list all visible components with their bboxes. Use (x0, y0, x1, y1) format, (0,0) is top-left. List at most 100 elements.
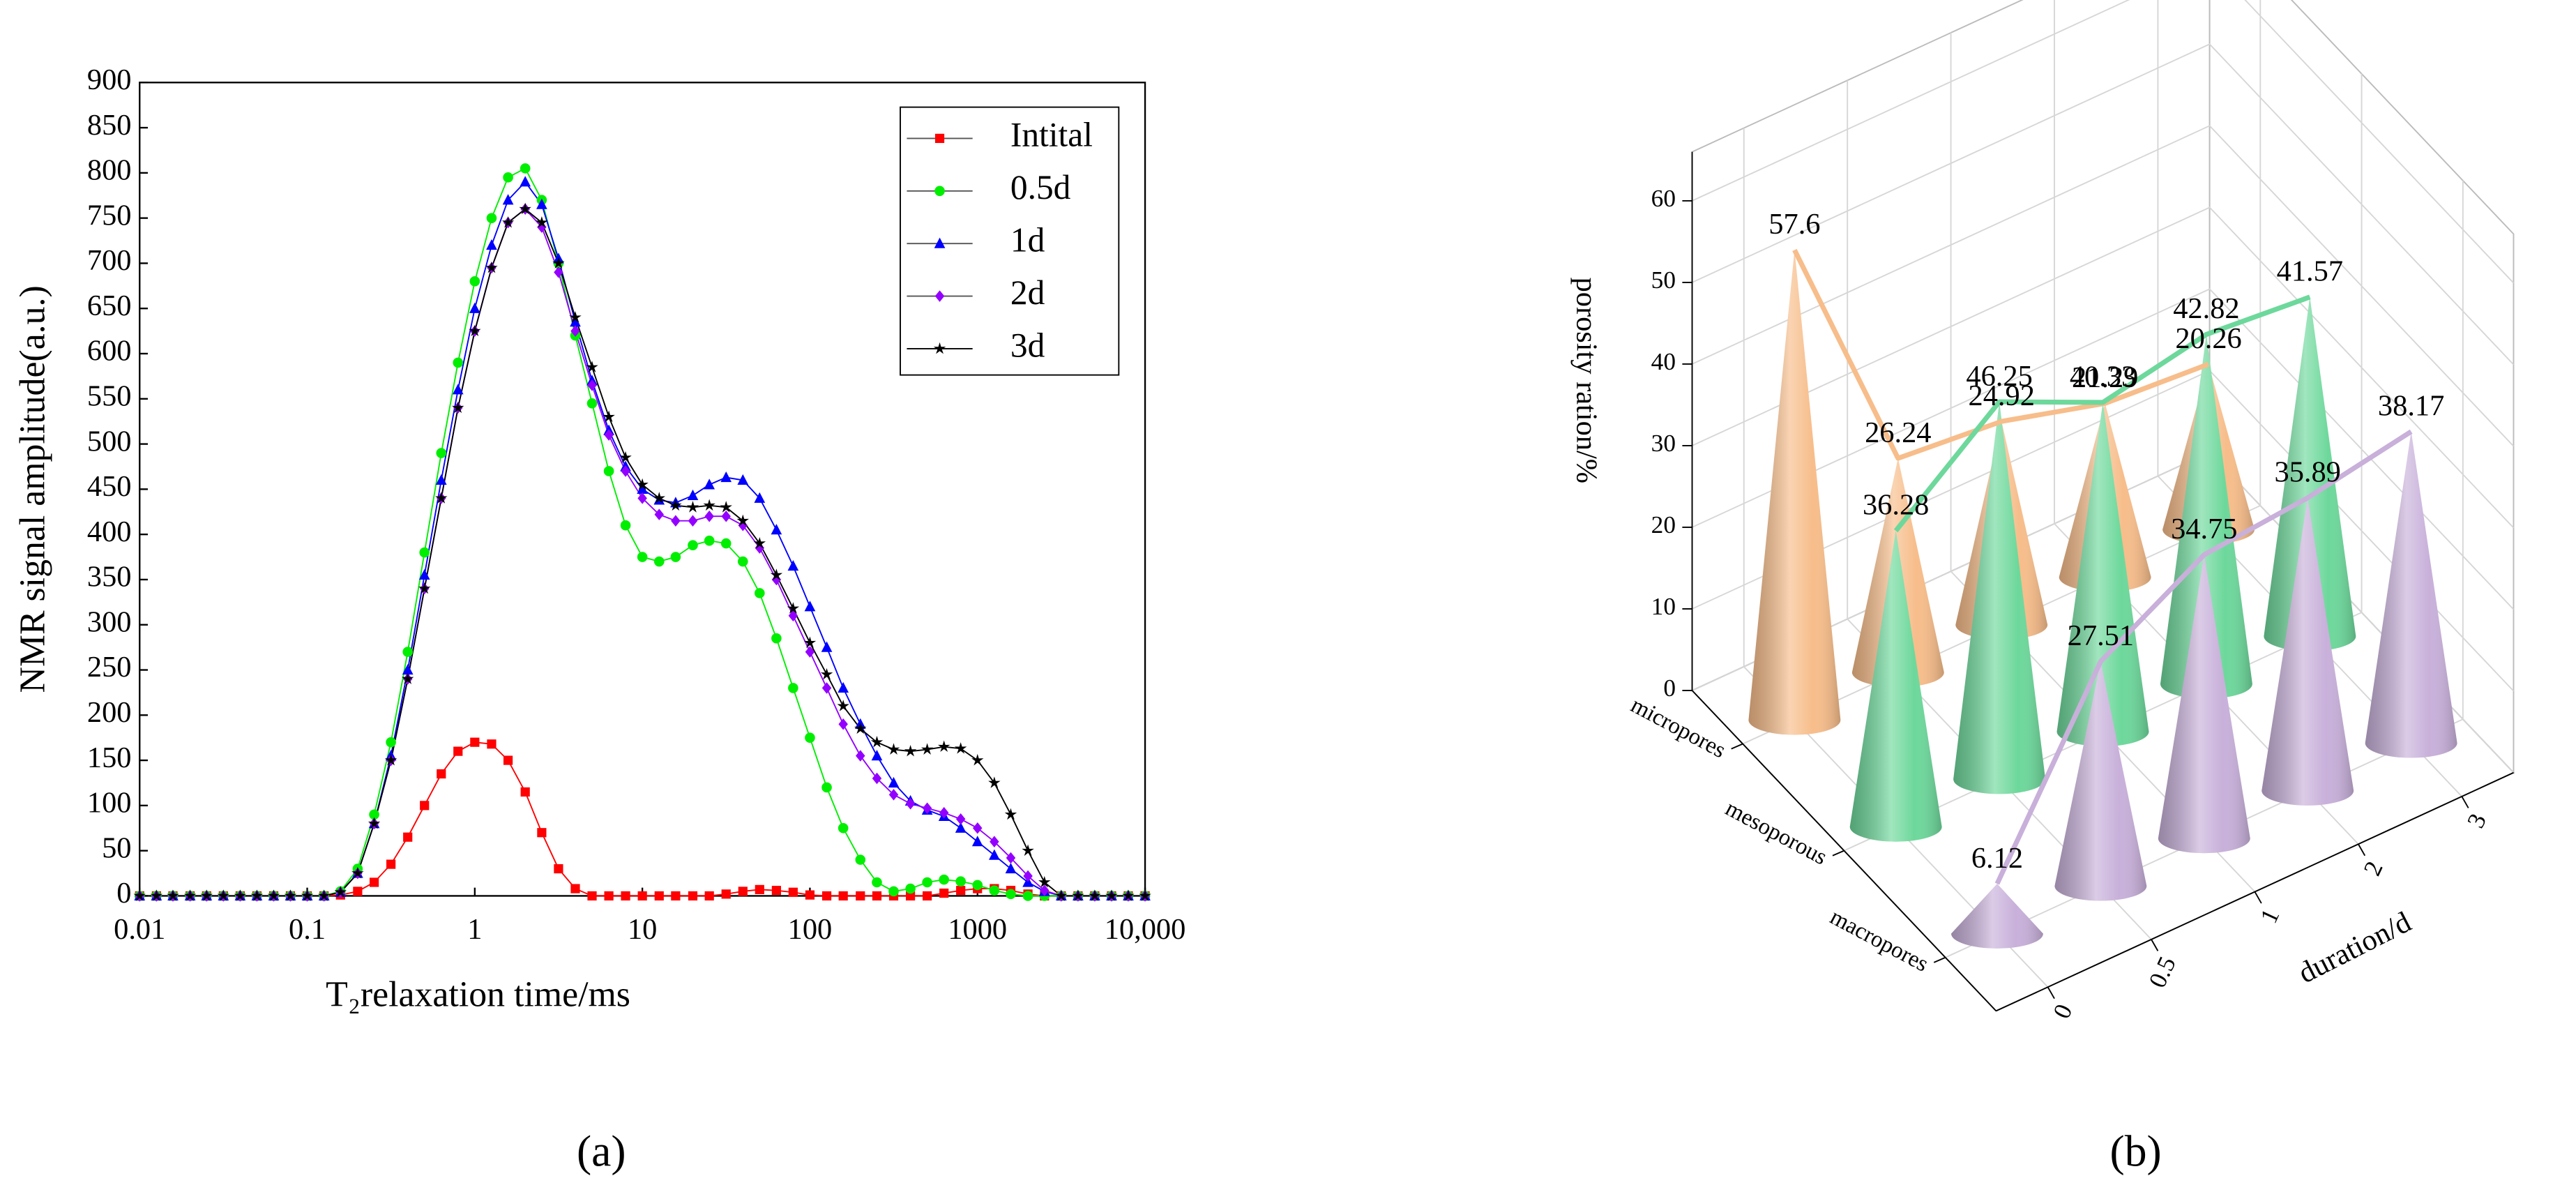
cone-shade (1950, 884, 2043, 949)
data-point (821, 641, 833, 652)
data-point (920, 743, 934, 755)
data-point (820, 667, 833, 680)
data-point (569, 311, 582, 323)
data-point (720, 471, 732, 483)
value-label: 36.28 (1863, 489, 1929, 522)
data-point (436, 448, 447, 458)
data-point (805, 646, 815, 658)
series-line (1792, 248, 2210, 461)
data-point (554, 863, 563, 874)
value-label: 34.75 (2171, 513, 2237, 545)
data-point (1122, 889, 1135, 901)
x-tick-label: 10 (628, 913, 657, 946)
data-point (788, 887, 798, 897)
data-point (653, 556, 665, 567)
series-line (139, 741, 1146, 897)
data-point (586, 398, 598, 409)
x-tick-label: 0.1 (289, 913, 326, 946)
data-point (720, 538, 732, 549)
data-point (519, 202, 531, 215)
cone-shade (1748, 250, 1841, 735)
data-point (905, 883, 916, 894)
data-point (384, 753, 397, 766)
data-point (402, 647, 414, 657)
cone-shade (2056, 402, 2149, 747)
data-point (654, 508, 664, 520)
data-point (787, 559, 799, 571)
data-point (686, 501, 699, 513)
data-point (955, 813, 966, 825)
data-point (167, 889, 179, 901)
data-point (856, 750, 865, 762)
legend-label: 0.5d (1010, 168, 1071, 206)
data-point (637, 891, 647, 901)
legend-marker (934, 237, 946, 248)
data-point (469, 276, 480, 287)
x-tick-label: 10,000 (1105, 913, 1186, 946)
data-point (989, 885, 1000, 896)
series-line (1994, 429, 2413, 885)
legend-marker (934, 133, 945, 143)
data-point (888, 886, 899, 897)
data-point (737, 474, 749, 485)
y-tick (1933, 956, 1946, 963)
data-point (1040, 884, 1050, 896)
x-axis-label: duration/d (2293, 905, 2416, 990)
data-point (956, 886, 966, 896)
value-label: 40.33 (2070, 361, 2136, 393)
z-tick-label: 60 (1651, 185, 1676, 212)
group-axis (1691, 690, 1997, 1012)
cone-shade (2160, 334, 2252, 699)
data-point (587, 379, 597, 391)
data-point (754, 492, 766, 503)
data-point (1022, 891, 1033, 901)
data-point (821, 891, 832, 901)
y-tick-label: 500 (87, 425, 132, 458)
data-point (603, 466, 614, 476)
data-point (419, 547, 430, 558)
data-point (470, 737, 480, 747)
value-label: 46.25 (1966, 360, 2032, 393)
panel-label: (b) (2110, 1126, 2162, 1175)
data-point (503, 172, 513, 183)
data-point (1089, 889, 1101, 901)
y-tick-label: 300 (87, 605, 132, 638)
data-point (821, 782, 832, 793)
data-point (150, 889, 163, 901)
data-point (1023, 870, 1033, 882)
data-point (671, 515, 681, 527)
value-label: 42.82 (2173, 292, 2239, 325)
data-point (923, 891, 932, 901)
data-point (554, 266, 563, 278)
x-tick-label: 0 (2048, 1000, 2078, 1023)
data-point (922, 802, 932, 815)
x-axis-label: T₂relaxation time/ms (326, 974, 630, 1014)
data-point (604, 891, 614, 901)
value-label: 6.12 (1971, 842, 2023, 875)
x-tick-label: 100 (788, 913, 833, 946)
cone-shade (1849, 530, 1942, 842)
data-point (736, 514, 750, 527)
data-point (552, 257, 565, 269)
data-point (469, 324, 481, 337)
data-point (1022, 876, 1033, 887)
data-point (821, 682, 832, 694)
data-point (301, 889, 314, 901)
data-point (654, 891, 664, 901)
data-point (401, 672, 414, 684)
data-point (1006, 889, 1016, 900)
data-point (704, 891, 714, 901)
data-point (183, 889, 197, 901)
data-point (587, 891, 597, 901)
legend-label: 2d (1010, 273, 1045, 312)
data-point (200, 889, 213, 901)
data-point (870, 736, 884, 748)
y-tick-label: 800 (87, 154, 132, 187)
data-point (671, 891, 681, 901)
data-point (1139, 889, 1151, 901)
data-point (939, 888, 949, 898)
data-point (922, 877, 932, 888)
data-point (621, 891, 630, 901)
data-point (619, 451, 632, 463)
data-point (721, 510, 731, 522)
